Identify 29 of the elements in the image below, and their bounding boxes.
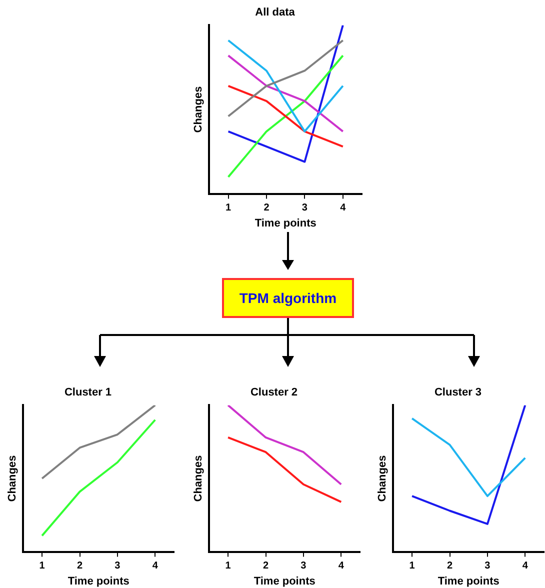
x-tick-label: 4 xyxy=(152,560,158,572)
x-tick-label: 1 xyxy=(226,202,232,214)
x-tick-label: 1 xyxy=(39,560,46,572)
x-tick-label: 2 xyxy=(76,560,83,572)
x-tick-label: 3 xyxy=(114,560,121,572)
x-axis-title: Time points xyxy=(438,575,500,588)
x-tick-label: 3 xyxy=(300,560,307,572)
x-tick-label: 3 xyxy=(302,202,308,214)
x-tick-label: 1 xyxy=(225,560,232,572)
x-axis-title: Time points xyxy=(254,217,316,230)
chart-title: Cluster 2 xyxy=(250,386,298,399)
x-tick-label: 2 xyxy=(262,560,269,572)
chart-title: Cluster 1 xyxy=(64,386,112,399)
x-tick-label: 3 xyxy=(484,560,491,572)
x-tick-label: 2 xyxy=(264,202,270,214)
x-tick-label: 4 xyxy=(338,560,344,572)
x-axis-title: Time points xyxy=(68,575,130,588)
y-axis-title: Changes xyxy=(376,455,389,502)
x-axis-title: Time points xyxy=(254,575,316,588)
chart-title: Cluster 3 xyxy=(434,386,482,399)
y-axis-title: Changes xyxy=(6,455,19,502)
y-axis-title: Changes xyxy=(192,455,205,502)
x-tick-label: 2 xyxy=(446,560,453,572)
x-tick-label: 1 xyxy=(409,560,416,572)
chart-title: All data xyxy=(255,6,296,19)
x-tick-label: 4 xyxy=(340,202,346,214)
x-tick-label: 4 xyxy=(522,560,528,572)
y-axis-title: Changes xyxy=(192,86,205,133)
text: TPM algorithm xyxy=(222,278,354,318)
